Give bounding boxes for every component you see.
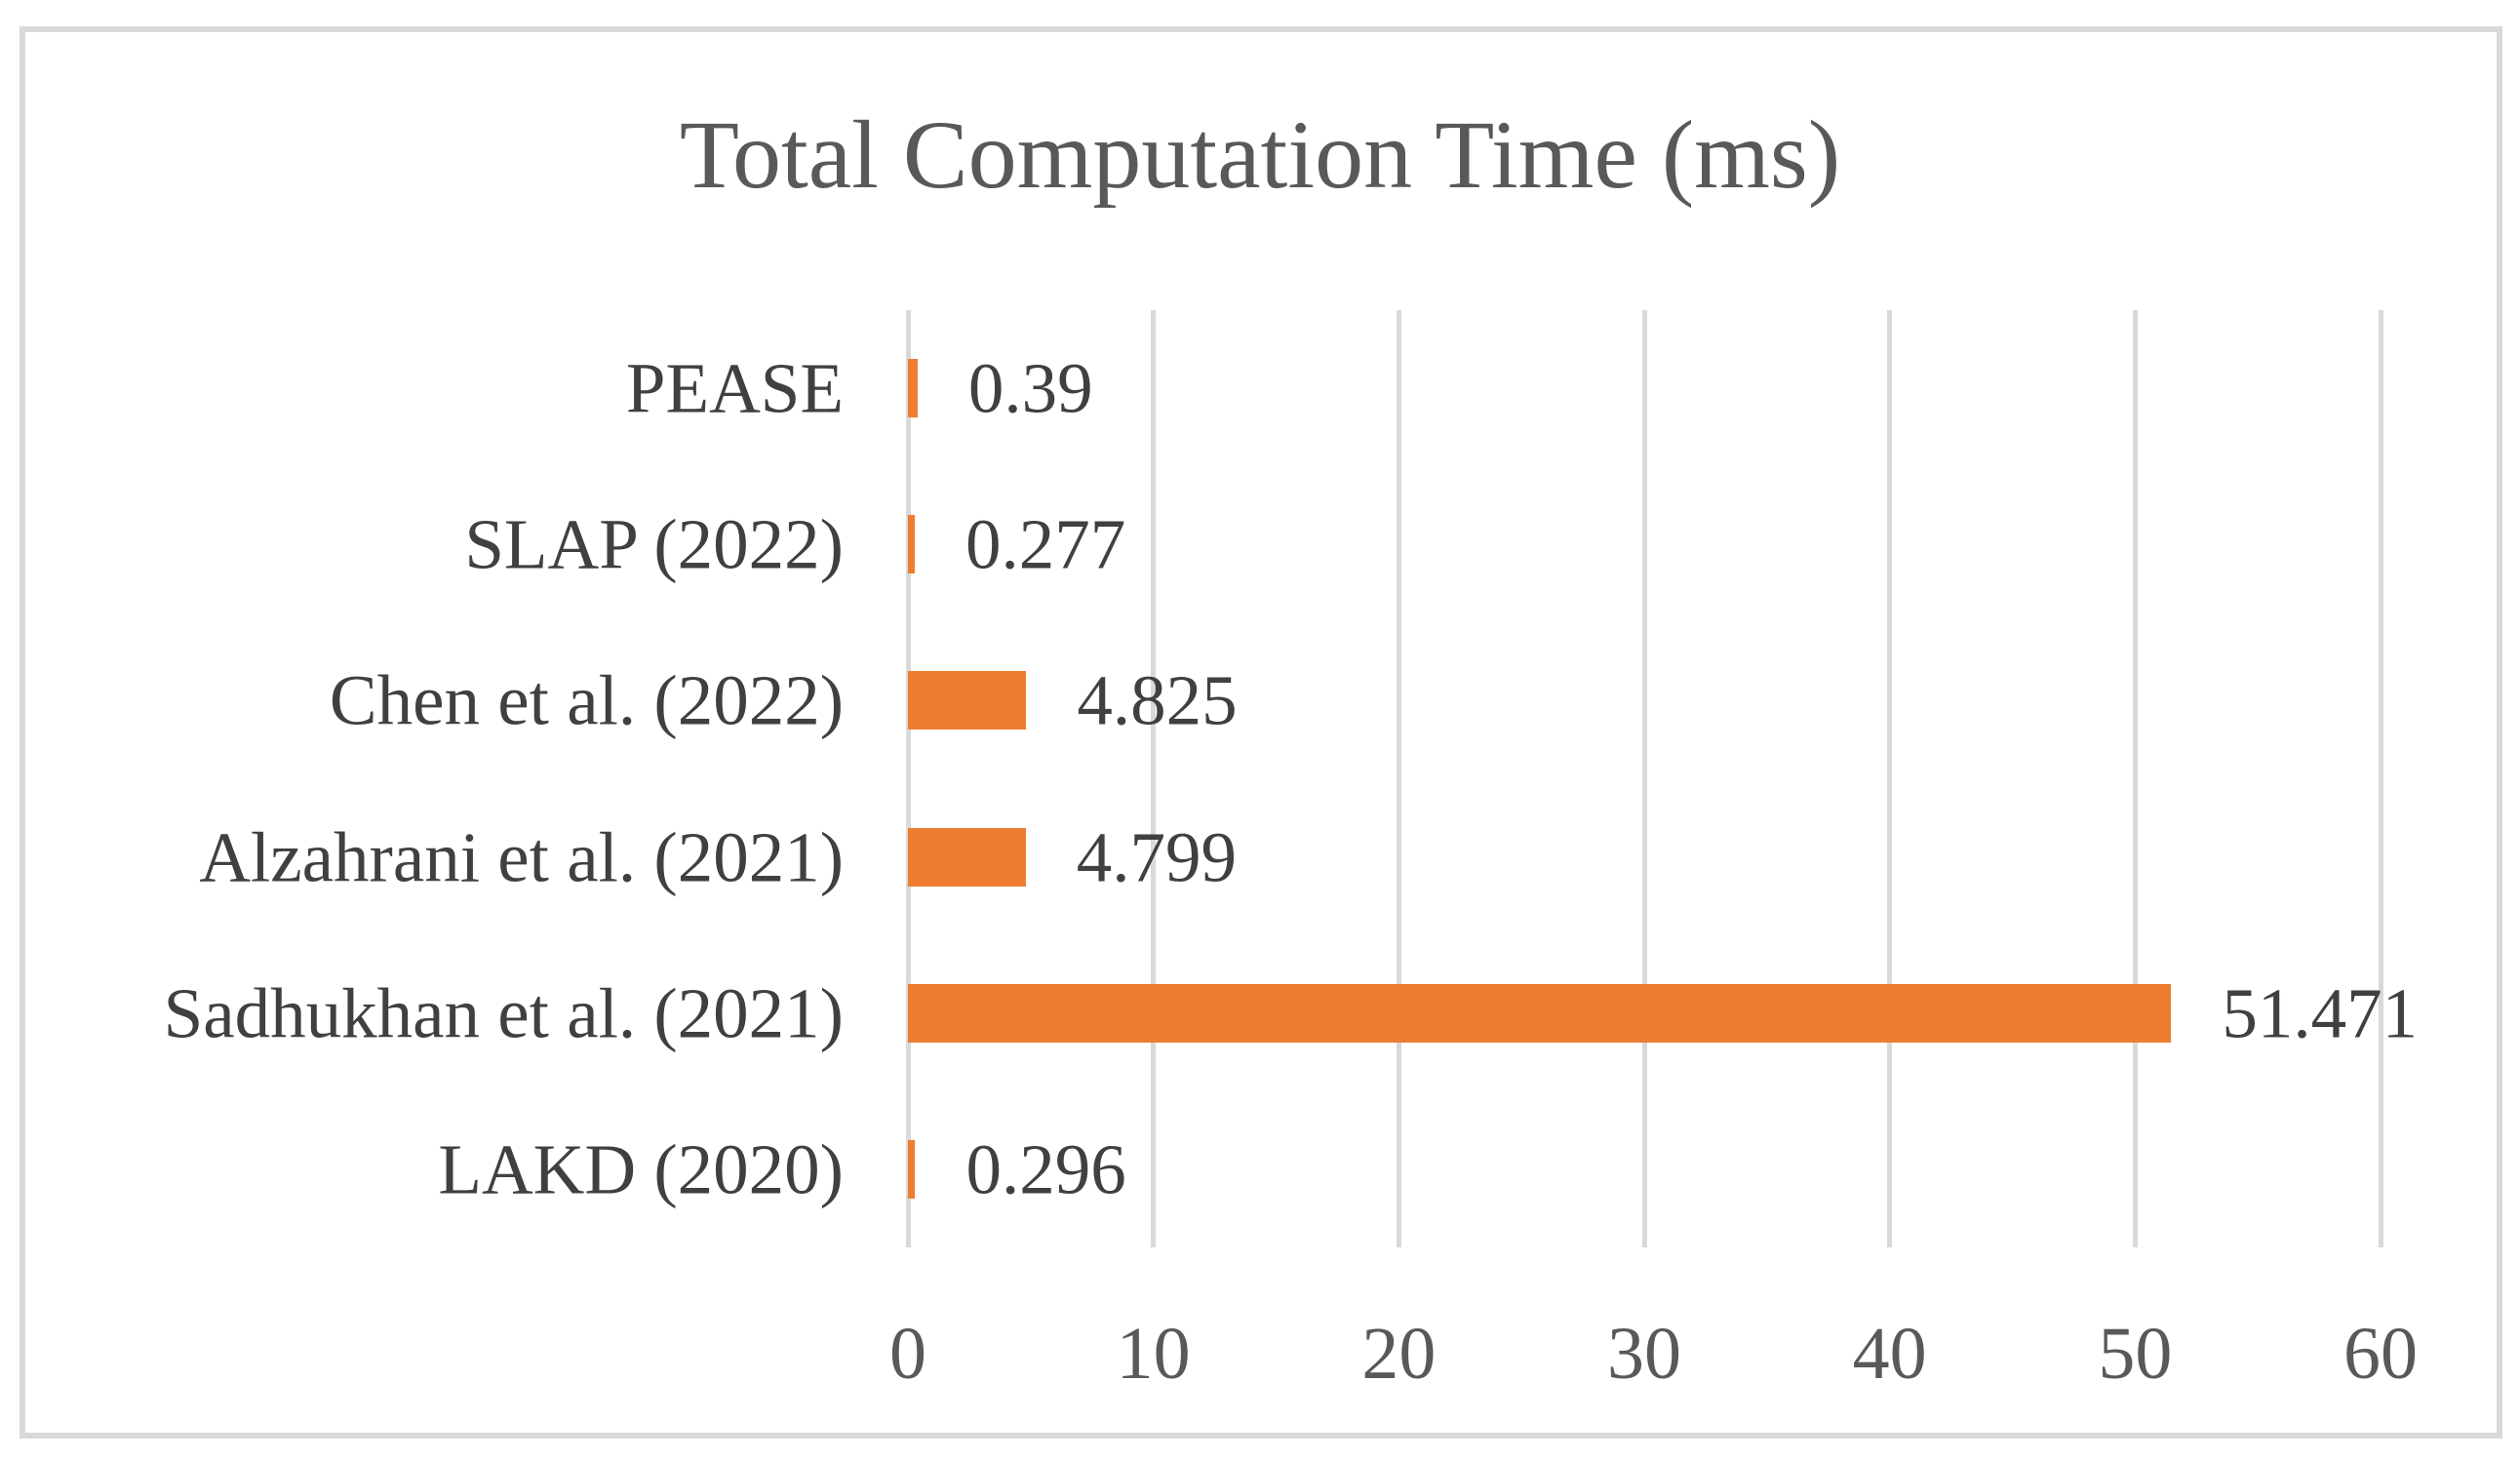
data-label: 0.39 (967, 348, 1093, 428)
data-label: 51.471 (2222, 973, 2419, 1053)
bar (908, 1139, 916, 1199)
bar (908, 515, 915, 574)
bar (908, 983, 2172, 1043)
x-tick-label: 10 (1116, 1313, 1191, 1395)
x-tick-label: 0 (889, 1313, 926, 1395)
x-tick-label: 30 (1607, 1313, 1681, 1395)
gridline (1641, 310, 1647, 1247)
category-label: SLAP (2022) (464, 504, 844, 584)
category-label: Alzahrani et al. (2021) (199, 817, 844, 897)
x-tick-label: 20 (1361, 1313, 1437, 1395)
category-label: Chen et al. (2022) (329, 660, 844, 740)
bar (908, 671, 1027, 730)
category-label: PEASE (625, 348, 844, 428)
bar (908, 359, 918, 418)
data-label: 4.825 (1077, 660, 1238, 740)
gridline (1151, 310, 1157, 1247)
data-label: 0.296 (965, 1129, 1126, 1209)
x-tick-label: 50 (2098, 1313, 2173, 1395)
bar (908, 827, 1026, 887)
gridline (2378, 310, 2383, 1247)
chart-title: Total Computation Time (ms) (679, 100, 1841, 209)
data-label: 0.277 (965, 504, 1126, 584)
x-tick-label: 60 (2343, 1313, 2418, 1395)
gridline (1396, 310, 1401, 1247)
gridline (905, 310, 911, 1247)
x-tick-label: 40 (1852, 1313, 1927, 1395)
category-label: Sadhukhan et al. (2021) (163, 973, 844, 1053)
gridline (2132, 310, 2138, 1247)
category-label: LAKD (2020) (438, 1129, 844, 1209)
data-label: 4.799 (1076, 817, 1238, 897)
gridline (1887, 310, 1893, 1247)
